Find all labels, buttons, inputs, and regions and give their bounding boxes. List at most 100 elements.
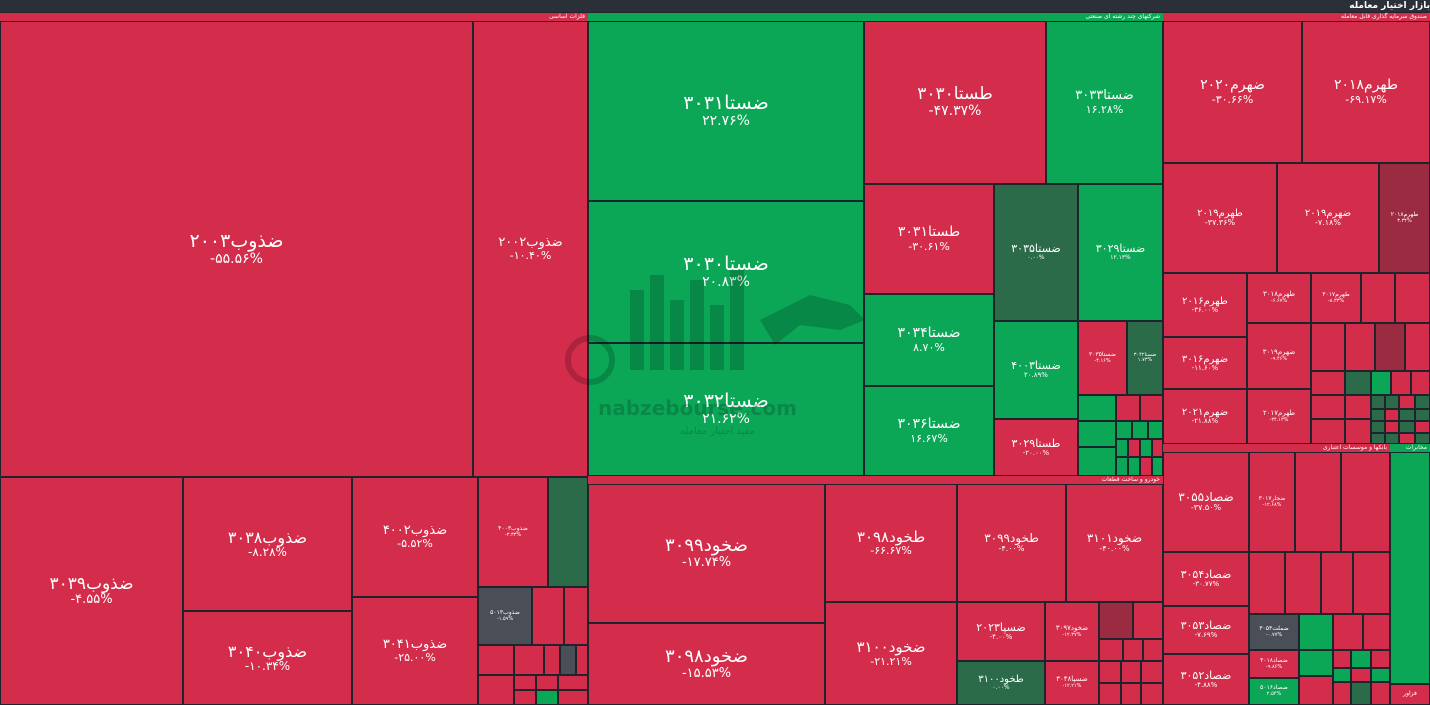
tile-mini[interactable] [1311,323,1345,371]
tile-mini[interactable] [1141,661,1163,683]
tile-mini[interactable] [1152,439,1163,457]
tile-mini[interactable] [1391,371,1411,395]
tile-mini[interactable] [558,690,588,705]
tile-mini[interactable] [1116,421,1132,439]
tile-zesad3055[interactable]: ضصاد۳۰۵۵ -۳۷.۵۰% [1163,452,1249,552]
tile-zemelat3053[interactable]: ضملت۳۰۵۳ -۰.۷۷% [1249,614,1299,650]
tile-mini[interactable] [1405,323,1430,371]
tile-mini[interactable] [1141,683,1163,705]
tile-mini[interactable] [1148,421,1163,439]
tile-mini[interactable] [1371,421,1385,433]
tile-zesad5016[interactable]: ضصاد۵۰۱۶ ۲.۵۴% [1249,678,1299,705]
tile-tahrom2018-small[interactable]: طهرم۲۰۱۸ ۳.۳۴% [1379,163,1430,273]
tile-zkhod3098[interactable]: ضخود۳۰۹۸ -۱۵.۵۳% [588,623,825,705]
tile-zsepa2023[interactable]: ضسپا۲۰۲۳ -۴.۰۰% [957,602,1045,661]
tile-tkhod3098[interactable]: طخود۳۰۹۸ -۶۶.۶۷% [825,484,957,602]
tile-mini[interactable] [1371,409,1385,421]
tile-tahrom2017[interactable]: طهرم۲۰۱۷ -۳۴.۱۳% [1247,389,1311,444]
tile-mini[interactable] [1321,552,1353,614]
tile-zesta4003[interactable]: ضستا۴۰۰۳ ۲۰.۸۹% [994,321,1078,419]
tile-zesad3054[interactable]: ضصاد۳۰۵۴ -۳۰.۷۷% [1163,552,1249,606]
tile-zesad3053[interactable]: ضصاد۳۰۵۳ -۷.۶۹% [1163,606,1249,654]
tile-mini[interactable] [1299,614,1333,650]
tile-mini[interactable] [1345,395,1371,419]
tile-mini[interactable] [1411,371,1430,395]
tile-telecom-main[interactable] [1390,452,1430,684]
tile-zazob3038[interactable]: ضذوب۳۰۳۸ -۸.۲۸% [183,477,352,611]
tile-testa3030[interactable]: طستا۳۰۳۰ -۴۷.۳۷% [864,21,1046,184]
tile-mini[interactable] [1363,614,1390,650]
tile-tahrom2019[interactable]: طهرم۲۰۱۹ -۳۷.۳۶% [1163,163,1277,273]
tile-mini[interactable] [514,690,536,705]
tile-zesta3033[interactable]: ضستا۳۰۳۳ ۱۶.۲۸% [1046,21,1163,184]
tile-mini[interactable] [1099,661,1121,683]
tile-mini[interactable] [1123,639,1143,661]
tile-testa3029[interactable]: طستا۳۰۲۹ -۲۰.۰۰% [994,419,1078,476]
tile-zesta3035-small[interactable]: ضستا۳۰۳۵ -۴.۱۶% [1078,321,1127,395]
tile-zejar3017[interactable]: ضجار۳۰۱۷ -۱۲.۶۸% [1249,452,1295,552]
tile-mini[interactable] [1152,457,1163,476]
tile-zkhod3099[interactable]: ضخود۳۰۹۹ -۱۷.۷۴% [588,484,825,623]
tile-mini[interactable] [1371,668,1390,682]
tile-zazob4003[interactable]: ضذوب۴۰۰۳ -۳.۳۳% [478,477,548,587]
tile-zesad3052[interactable]: ضصاد۳۰۵۲ -۴.۸۸% [1163,654,1249,705]
tile-mini[interactable] [478,675,514,705]
tile-mini[interactable] [1375,323,1405,371]
tile-mini[interactable] [1295,452,1341,552]
tile-small-green[interactable] [548,477,588,587]
tile-mini[interactable] [1371,395,1385,409]
tile-mini[interactable] [1415,395,1430,409]
tile-mini[interactable] [1285,552,1321,614]
tile-tkhod3099[interactable]: طخود۳۰۹۹ -۴.۰۰% [957,484,1066,602]
tile-zesta3035[interactable]: ضستا۳۰۳۵ ۰.۰۰% [994,184,1078,321]
tile-mini[interactable] [1415,433,1430,444]
tile-mini[interactable] [536,690,558,705]
tile-mini[interactable] [1128,457,1140,476]
tile-mini[interactable] [1415,421,1430,433]
tile-mini[interactable] [1133,602,1163,639]
tile-mini[interactable] [1140,395,1163,421]
tile-mini[interactable] [1385,421,1399,433]
tile-mini[interactable] [560,645,576,675]
tile-mini[interactable] [1116,439,1128,457]
tile-mini[interactable] [1385,433,1399,444]
tile-zesta3029[interactable]: ضستا۳۰۲۹ ۱۲.۱۳% [1078,184,1163,321]
tile-zsepa3048[interactable]: ضسپا۳۰۴۸ -۱۲.۲۱% [1045,661,1099,705]
tile-mini[interactable] [1128,439,1140,457]
tile-zesta3030[interactable]: ضستا۳۰۳۰ ۲۰.۸۳% [588,201,864,343]
tile-mini[interactable] [1341,452,1390,552]
tile-mini[interactable] [1399,395,1415,409]
tile-mini[interactable] [558,675,588,690]
tile-mini[interactable] [1116,457,1128,476]
tile-mini[interactable] [532,587,564,645]
tile-zahrom2020[interactable]: ضهرم۲۰۲۰ -۳۰.۶۶% [1163,21,1302,163]
tile-mini[interactable] [1311,395,1345,419]
tile-mini[interactable] [1399,409,1415,421]
tile-mini[interactable] [1351,650,1371,668]
tile-zkhod3100[interactable]: ضخود۳۱۰۰ -۲۱.۲۱% [825,602,957,705]
tile-mini[interactable] [1371,433,1385,444]
tile-zahrom3019[interactable]: ضهرم۳۰۱۹ -۹.۴۶% [1247,323,1311,389]
tile-mini[interactable] [514,645,544,675]
tile-mini[interactable] [1385,409,1399,421]
tile-mini[interactable] [1399,433,1415,444]
tile-mini[interactable] [1299,676,1333,705]
tile-tahrom2018[interactable]: طهرم۲۰۱۸ -۶۹.۱۷% [1302,21,1430,163]
tile-mini[interactable] [1353,552,1390,614]
tile-zazob3040[interactable]: ضذوب۳۰۴۰ -۱۰.۳۴% [183,611,352,705]
tile-zazob2003[interactable]: ضذوب۲۰۰۳ -۵۵.۵۶% [0,21,473,477]
tile-mini[interactable] [1333,614,1363,650]
tile-mini[interactable] [1371,682,1390,705]
tile-mini[interactable] [1385,395,1399,409]
tile-mini[interactable] [1345,371,1371,395]
tile-mini[interactable] [478,645,514,675]
tile-mini[interactable] [1351,668,1371,682]
tile-mini[interactable] [536,675,558,690]
tile-mini[interactable] [1140,439,1152,457]
tile-mini[interactable] [1371,371,1391,395]
tile-mini[interactable] [1099,683,1121,705]
tile-tahrom2016[interactable]: طهرم۲۰۱۶ -۳۶.۰۰% [1163,273,1247,337]
tile-mini[interactable] [1121,683,1141,705]
tile-zkhod3101[interactable]: ضخود۳۱۰۱ -۴۰.۰۰% [1066,484,1163,602]
tile-zazob2002[interactable]: ضذوب۲۰۰۲ -۱۰.۴۰% [473,21,588,477]
